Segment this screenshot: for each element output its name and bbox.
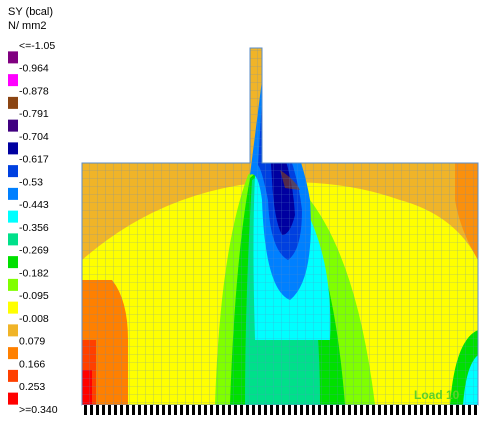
legend-label: 0.253 (19, 381, 45, 393)
legend-label: -0.964 (19, 63, 49, 75)
legend-swatch (8, 393, 18, 405)
legend-label: 0.166 (19, 358, 45, 370)
legend-label: -0.878 (19, 85, 49, 97)
page: SY (bcal) N/ mm2 <=-1.05 -0.964 -0.878 -0.7… (0, 0, 482, 425)
legend-label: <=-1.05 (19, 40, 55, 52)
legend: <=-1.05 -0.964 -0.878 -0.791 -0.704 -0.617 -0.… (8, 40, 58, 416)
legend-swatch (8, 211, 18, 223)
legend-swatch (8, 188, 18, 200)
support-hatch (82, 405, 478, 415)
screenshot: SY (bcal) N/ mm2 <=-1.05 -0.964 -0.878 -0.7… (0, 0, 482, 425)
legend-label: -0.182 (19, 267, 49, 279)
legend-label: -0.269 (19, 245, 49, 257)
legend-swatch (8, 256, 18, 268)
contour-plot (82, 40, 482, 410)
legend-label: 0.079 (19, 336, 45, 348)
legend-swatch (8, 324, 18, 336)
legend-swatch (8, 279, 18, 291)
legend-label: -0.704 (19, 131, 49, 143)
legend-label: -0.095 (19, 290, 49, 302)
legend-swatch (8, 302, 18, 314)
legend-swatch (8, 74, 18, 86)
legend-label: -0.617 (19, 154, 49, 166)
legend-swatch (8, 120, 18, 132)
legend-swatch (8, 233, 18, 245)
legend-swatch (8, 51, 18, 63)
legend-swatch (8, 370, 18, 382)
legend-label: -0.008 (19, 313, 49, 325)
load-label: Load 10 (414, 388, 460, 402)
legend-swatch (8, 165, 18, 177)
legend-swatch (8, 347, 18, 359)
legend-label: -0.443 (19, 199, 49, 211)
legend-label: -0.791 (19, 108, 49, 120)
legend-label: >=0.340 (19, 404, 58, 416)
legend-label: -0.356 (19, 222, 49, 234)
legend-unit: N/ mm2 (8, 20, 47, 32)
legend-swatch (8, 142, 18, 154)
legend-label: -0.53 (19, 176, 43, 188)
legend-title: SY (bcal) (8, 6, 53, 18)
legend-swatch (8, 97, 18, 109)
mesh (82, 40, 482, 410)
